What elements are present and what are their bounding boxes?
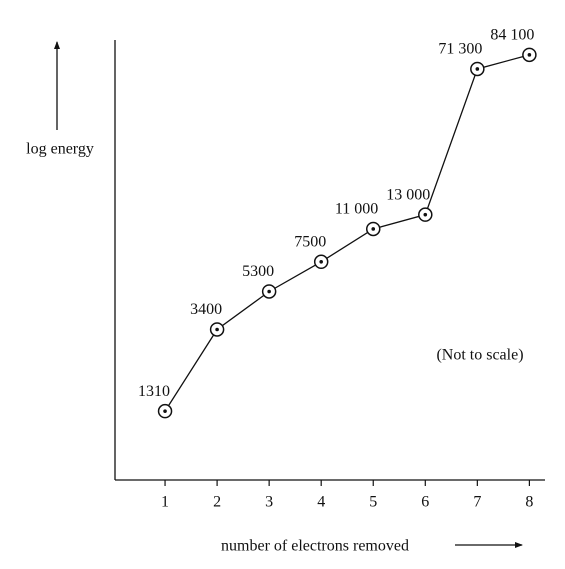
data-label: 1310 (138, 383, 170, 400)
y-axis-label: log energy (26, 141, 94, 158)
x-tick-label: 8 (525, 494, 533, 511)
x-tick-label: 5 (369, 494, 377, 511)
point (157, 403, 173, 419)
x-tick-label: 4 (317, 494, 325, 511)
point (365, 221, 381, 237)
data-label: 7500 (294, 233, 326, 250)
x-tick-label: 2 (213, 494, 221, 511)
annotation: (Not to scale) (436, 347, 523, 364)
point (522, 47, 537, 63)
point (470, 61, 485, 77)
x-tick-label: 6 (421, 494, 429, 511)
x-tick-label: 7 (473, 494, 481, 511)
data-label: 11 000 (335, 201, 378, 218)
point (209, 322, 225, 337)
point (261, 284, 277, 299)
data-label: 13 000 (386, 186, 430, 203)
point (418, 207, 433, 222)
x-tick-label: 3 (265, 494, 273, 511)
point (313, 254, 329, 270)
data-label: 5300 (242, 263, 274, 280)
x-tick-label: 1 (161, 494, 169, 511)
x-axis-label: number of electrons removed (221, 538, 409, 555)
line (164, 54, 530, 412)
data-label: 84 100 (490, 26, 534, 43)
data-label: 3400 (190, 301, 222, 318)
data-label: 71 300 (438, 41, 482, 58)
